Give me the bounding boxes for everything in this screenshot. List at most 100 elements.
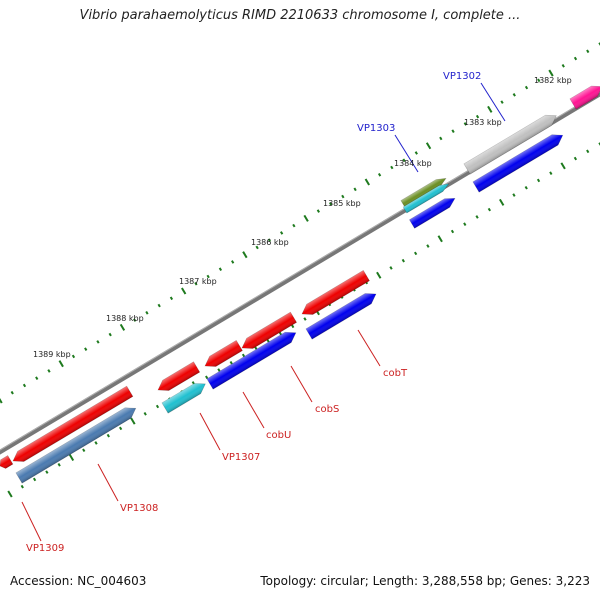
inner-tick-47 xyxy=(586,149,590,154)
feature-vp1308-shading xyxy=(13,386,133,462)
feature-vp1302-cds[interactable] xyxy=(472,130,566,193)
outer-tick-5 xyxy=(58,360,64,368)
gene-label-cobt[interactable]: cobT xyxy=(383,368,408,379)
outer-tick-7 xyxy=(84,347,88,351)
outer-tick-9 xyxy=(108,332,112,337)
gene-label-vp1303[interactable]: VP1303 xyxy=(357,123,395,134)
outer-tick-28 xyxy=(341,194,345,199)
feature-vp1302[interactable] xyxy=(463,111,559,175)
feature-cobt-shading xyxy=(302,270,370,315)
gene-label-vp1307[interactable]: VP1307 xyxy=(222,452,260,463)
gene-label-cobu[interactable]: cobU xyxy=(266,430,291,441)
inner-tick-35 xyxy=(437,235,443,243)
feature-vp1302-shading xyxy=(463,115,557,175)
gene-label-cobs[interactable]: cobS xyxy=(315,404,339,415)
outer-tick-26 xyxy=(316,209,320,213)
outer-tick-19 xyxy=(231,260,235,264)
tick-label-1386: 1386 kbp xyxy=(251,238,289,247)
feature-vp1303-b-shading xyxy=(403,183,449,214)
feature-cobs[interactable] xyxy=(239,311,298,353)
outer-tick-31 xyxy=(377,172,382,177)
outer-tick-10 xyxy=(119,323,126,331)
outer-tick-17 xyxy=(206,274,210,279)
inner-tick-2 xyxy=(32,477,37,482)
feature-cobt-cds[interactable] xyxy=(305,289,379,340)
inner-tick-0 xyxy=(7,490,13,498)
inner-tick-38 xyxy=(475,215,479,219)
outer-tick-8 xyxy=(96,340,100,344)
outer-tick-42 xyxy=(512,93,516,97)
feature-cobs-cds[interactable] xyxy=(206,328,299,390)
inner-tick-4 xyxy=(57,463,61,467)
inner-tick-17 xyxy=(217,368,221,372)
outer-tick-0 xyxy=(0,396,3,404)
feature-vp1301-shading xyxy=(569,86,600,110)
accession-text: Accession: NC_004603 xyxy=(10,574,147,588)
inner-tick-5 xyxy=(68,454,75,462)
inner-tick-30 xyxy=(376,271,382,279)
feature-vp1307-cds[interactable] xyxy=(161,379,209,414)
gene-label-vp1308[interactable]: VP1308 xyxy=(120,503,158,514)
outer-tick-3 xyxy=(35,376,39,381)
outer-tick-11 xyxy=(133,318,137,322)
outer-tick-35 xyxy=(425,142,432,150)
leader-cobt xyxy=(357,329,381,367)
feature-vp1308-cds-shading xyxy=(15,407,136,484)
outer-tick-37 xyxy=(451,129,455,133)
inner-tick-36 xyxy=(450,229,455,234)
feature-cobt[interactable] xyxy=(299,270,370,319)
tick-label-1382: 1382 kbp xyxy=(534,76,572,85)
tick-label-1387: 1387 kbp xyxy=(179,277,217,286)
outer-tick-22 xyxy=(267,238,272,242)
feature-cobu-shading xyxy=(205,340,243,367)
outer-tick-23 xyxy=(280,231,284,235)
outer-tick-dots xyxy=(0,42,600,404)
inner-tick-44 xyxy=(549,171,553,175)
inner-tick-10 xyxy=(130,417,136,425)
leader-cobs xyxy=(290,365,313,403)
outer-tick-44 xyxy=(537,78,541,83)
leader-vp1303 xyxy=(394,134,419,173)
outer-tick-39 xyxy=(475,114,480,119)
feature-vp1303-cds[interactable] xyxy=(409,194,457,229)
outer-tick-45 xyxy=(548,69,554,77)
inner-tick-8 xyxy=(106,433,110,438)
outer-tick-13 xyxy=(157,303,161,308)
outer-tick-48 xyxy=(586,49,590,54)
tick-label-1383: 1383 kbp xyxy=(464,118,502,127)
inner-tick-39 xyxy=(487,207,492,212)
feature-vp1309[interactable] xyxy=(0,455,14,471)
inner-tick-18 xyxy=(229,360,233,365)
outer-tick-16 xyxy=(194,281,198,286)
feature-cobt-cds-shading xyxy=(305,293,376,340)
leader-vp1308 xyxy=(97,463,119,502)
feature-vp1308-cds[interactable] xyxy=(15,403,139,484)
outer-tick-38 xyxy=(463,122,467,126)
outer-tick-12 xyxy=(145,311,149,315)
gene-label-vp1302[interactable]: VP1302 xyxy=(443,71,481,82)
outer-tick-1 xyxy=(10,390,14,395)
feature-vp1307[interactable] xyxy=(155,361,201,395)
inner-tick-1 xyxy=(20,484,24,489)
inner-tick-42 xyxy=(524,185,528,190)
inner-tick-41 xyxy=(512,193,516,197)
outer-tick-47 xyxy=(573,56,578,61)
feature-vp1303-b[interactable] xyxy=(402,181,450,214)
outer-tick-24 xyxy=(292,223,296,228)
feature-vp1307-shading xyxy=(158,361,200,391)
inner-tick-46 xyxy=(573,156,578,161)
inner-tick-dots xyxy=(7,142,600,498)
feature-cobu[interactable] xyxy=(202,339,243,371)
tick-label-1384: 1384 kbp xyxy=(394,159,432,168)
feature-vp1308[interactable] xyxy=(10,385,134,466)
tick-label-1389: 1389 kbp xyxy=(33,350,71,359)
tick-label-1385: 1385 kbp xyxy=(323,199,361,208)
gene-label-vp1309[interactable]: VP1309 xyxy=(26,543,64,554)
label-leader-lines xyxy=(21,82,506,542)
outer-tick-32 xyxy=(390,165,394,170)
leader-vp1309 xyxy=(21,501,42,542)
outer-tick-15 xyxy=(181,287,187,295)
inner-tick-6 xyxy=(82,448,86,453)
feature-vp1303-a[interactable] xyxy=(400,175,448,208)
